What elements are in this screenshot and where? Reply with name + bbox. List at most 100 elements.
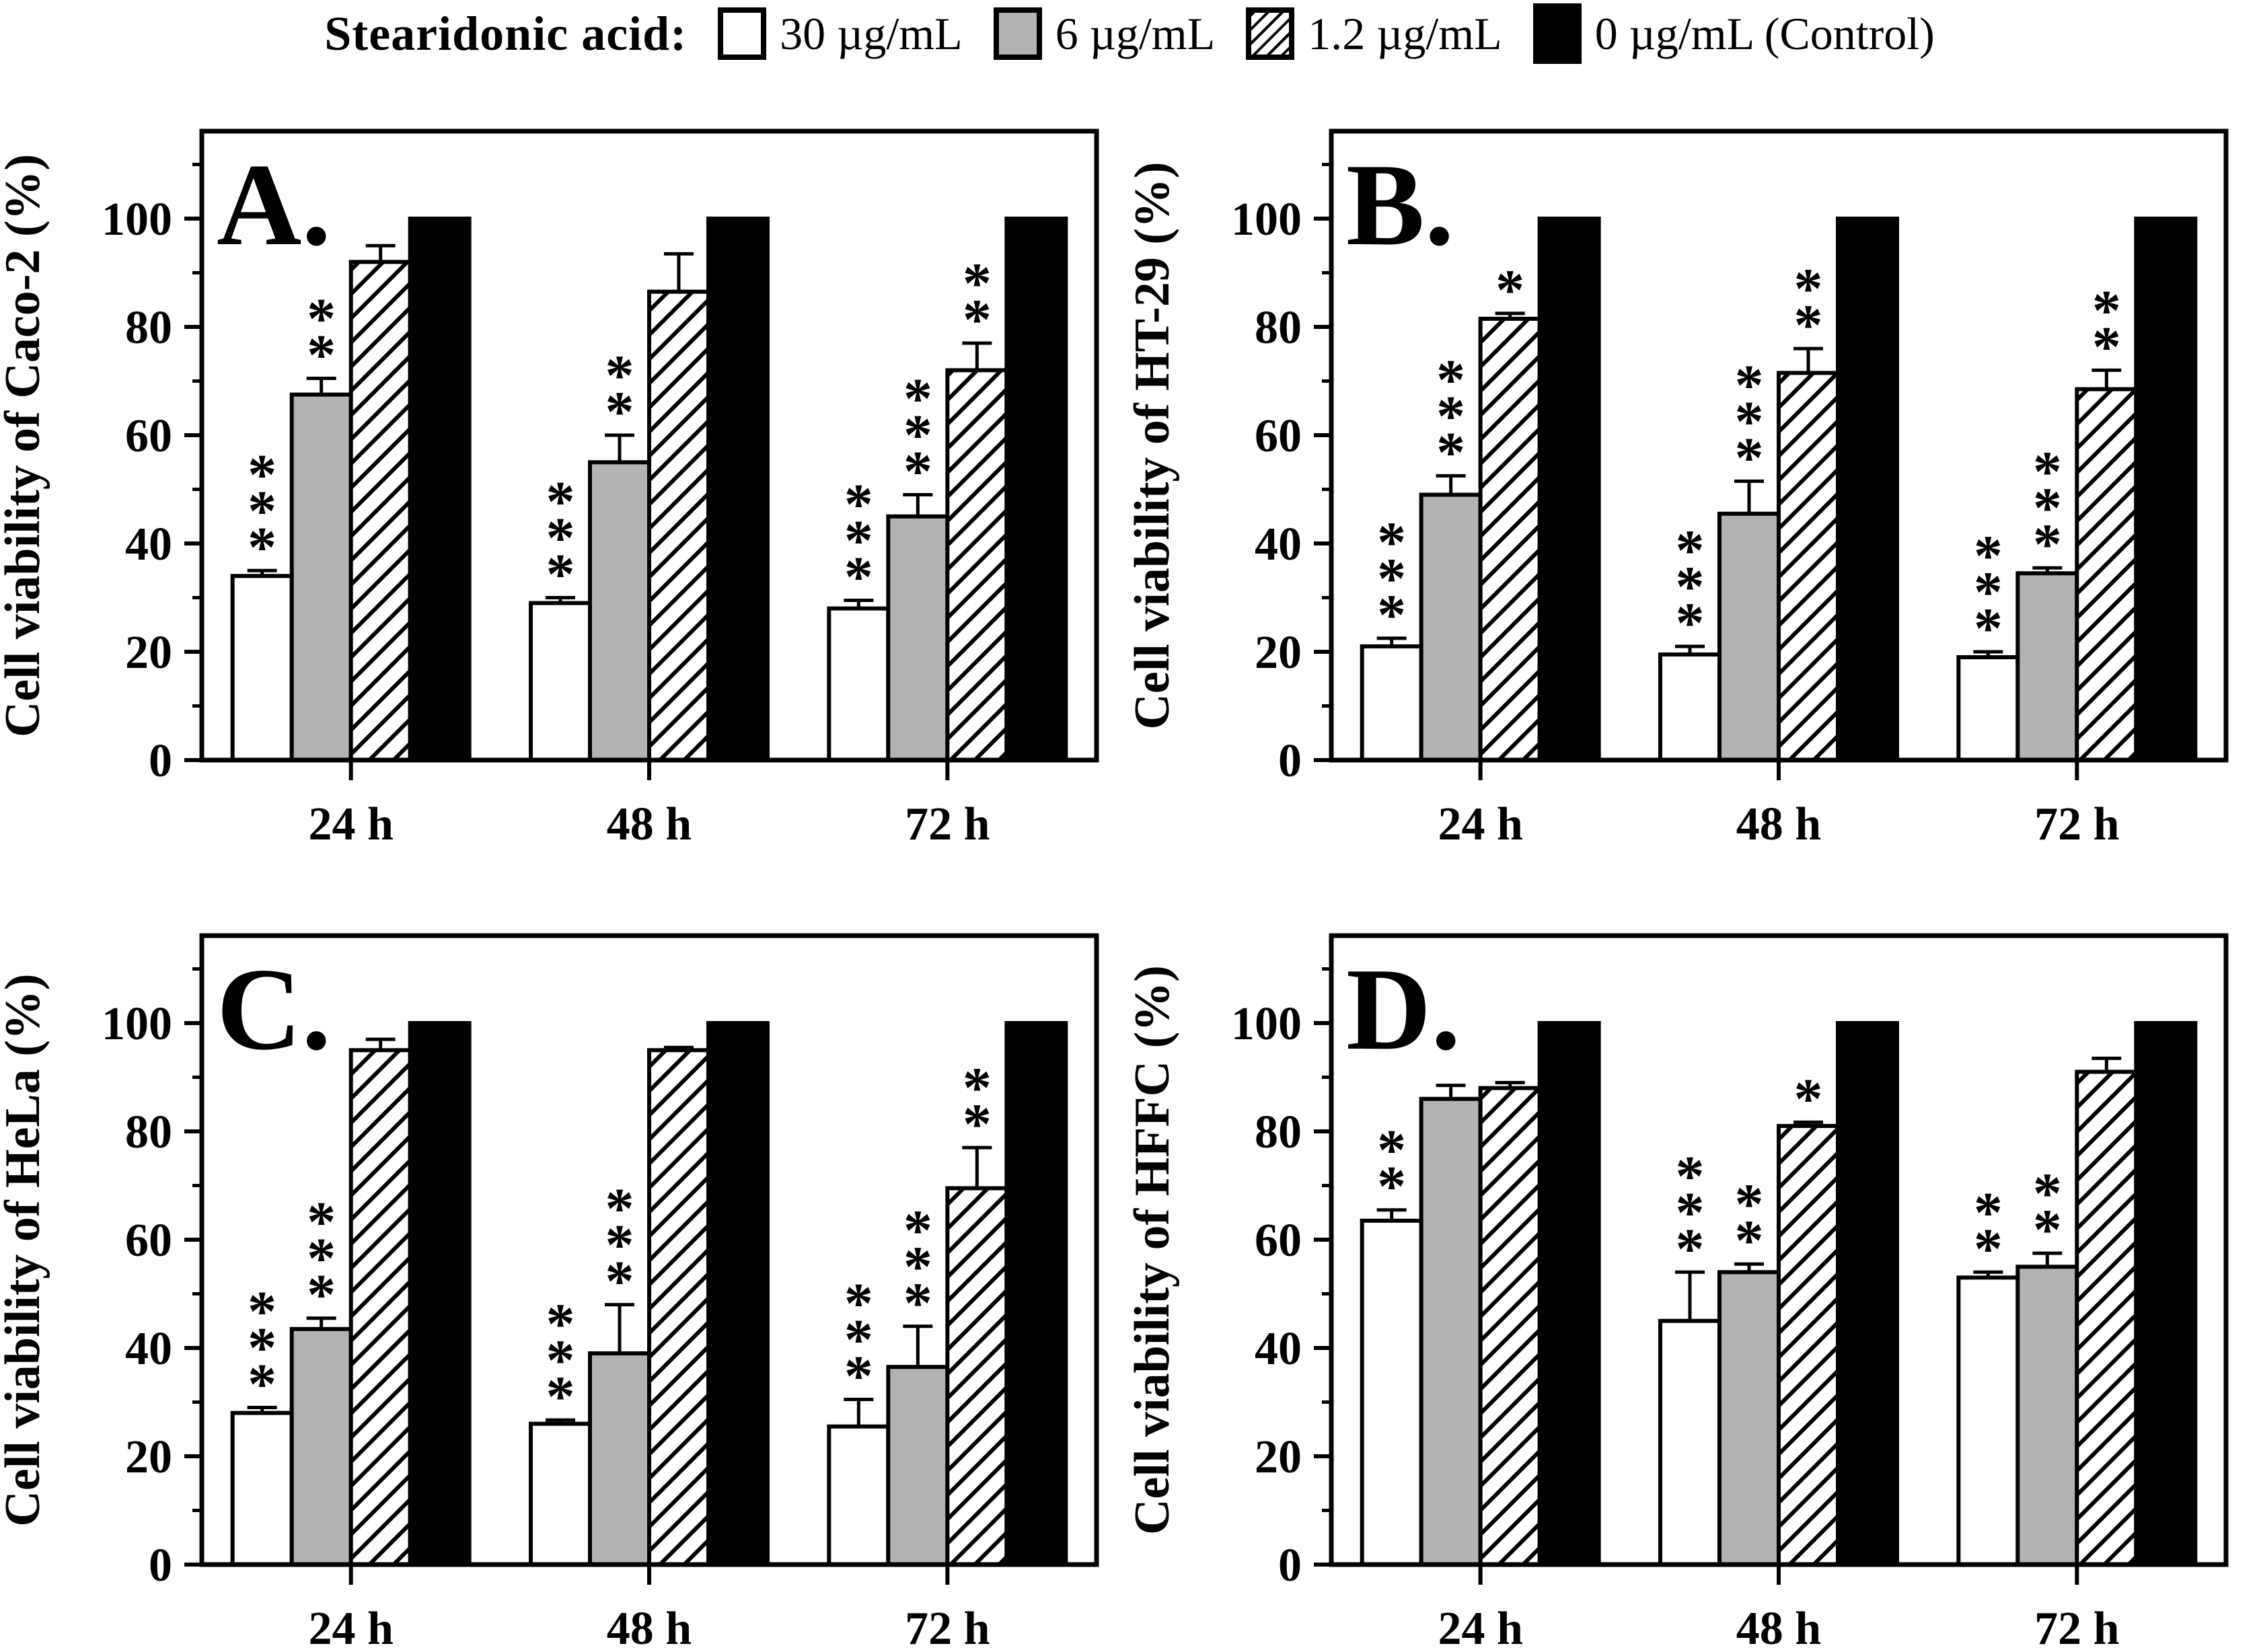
panel-letter: B. bbox=[1346, 139, 1454, 270]
bar-hatched bbox=[2075, 387, 2139, 762]
significance-asterisk: * bbox=[307, 1226, 336, 1291]
significance-asterisk: * bbox=[963, 1092, 992, 1156]
bar-gray bbox=[289, 1326, 353, 1567]
y-axis: 0 20 40 60 80 100 bbox=[1231, 967, 1331, 1591]
bar-white bbox=[1360, 1218, 1423, 1567]
y-tick-label: 100 bbox=[102, 194, 172, 246]
significance-marks: ****************** ***** bbox=[1377, 256, 2121, 661]
significance-asterisk: * bbox=[1676, 554, 1705, 619]
x-axis: 24 h 48 h 72 h bbox=[1438, 760, 2120, 848]
legend-item-label: 0 µg/mL (Control) bbox=[1594, 7, 1935, 59]
significance-asterisk: * bbox=[963, 1055, 992, 1120]
legend-swatch-hatched bbox=[1246, 7, 1295, 60]
panel-letter: D. bbox=[1346, 944, 1460, 1074]
legend-items: 30 µg/mL 6 µg/mL 1.2 µg/mL 0 µg/mL (Control… bbox=[718, 3, 1935, 64]
y-axis: 0 20 40 60 80 100 bbox=[102, 163, 202, 787]
significance-asterisk: * bbox=[248, 478, 276, 543]
legend: Stearidonic acid: 30 µg/mL 6 µg/mL 1.2 µg/… bbox=[0, 0, 2259, 67]
error-bars bbox=[247, 243, 992, 609]
significance-asterisk: * bbox=[844, 1307, 873, 1372]
bar-gray bbox=[886, 1365, 950, 1567]
significance-asterisk: * bbox=[2092, 278, 2121, 342]
bar-hatched bbox=[1777, 371, 1840, 762]
bar-gray bbox=[588, 460, 651, 762]
significance-asterisk: * bbox=[546, 470, 575, 534]
bar-hatched bbox=[348, 260, 412, 762]
significance-asterisk: * bbox=[903, 1198, 932, 1263]
bar-white bbox=[827, 606, 891, 762]
x-tick-label: 48 h bbox=[607, 798, 692, 848]
significance-asterisk: * bbox=[1377, 510, 1406, 574]
significance-asterisk: * bbox=[1974, 523, 2003, 588]
y-axis: 0 20 40 60 80 100 bbox=[102, 967, 202, 1591]
legend-item-black: 0 µg/mL (Control) bbox=[1532, 3, 1935, 64]
x-tick-label: 24 h bbox=[1438, 798, 1522, 848]
significance-asterisk: * bbox=[248, 1316, 276, 1380]
bar-white bbox=[1360, 644, 1423, 763]
bar-black bbox=[408, 1021, 472, 1567]
significance-asterisk: * bbox=[1735, 389, 1764, 453]
significance-asterisk: * bbox=[1676, 1143, 1705, 1208]
bar-gray bbox=[1717, 1270, 1781, 1567]
x-tick-label: 72 h bbox=[2034, 798, 2119, 848]
y-tick-label: 40 bbox=[1255, 1323, 1302, 1375]
x-axis: 24 h 48 h 72 h bbox=[1438, 1565, 2120, 1652]
bar-black bbox=[1004, 217, 1068, 762]
significance-asterisk: * bbox=[1676, 591, 1705, 655]
significance-asterisk: * bbox=[1794, 293, 1823, 357]
bar-black bbox=[1836, 217, 1899, 762]
y-tick-label: 0 bbox=[1278, 735, 1302, 787]
y-tick-label: 40 bbox=[1255, 519, 1302, 570]
y-tick-label: 0 bbox=[149, 735, 172, 787]
bar-hatched bbox=[1777, 1123, 1840, 1567]
significance-asterisk: * bbox=[1377, 546, 1406, 611]
bars-group bbox=[1360, 1021, 2198, 1567]
y-tick-label: 40 bbox=[125, 519, 172, 570]
significance-asterisk: * bbox=[1495, 258, 1524, 322]
significance-asterisk: * bbox=[1436, 420, 1465, 484]
significance-asterisk: * bbox=[605, 379, 634, 444]
legend-item-label: 1.2 µg/mL bbox=[1308, 7, 1502, 59]
y-tick-label: 0 bbox=[1278, 1540, 1302, 1591]
significance-asterisk: * bbox=[248, 442, 276, 506]
significance-asterisk: * bbox=[307, 286, 336, 350]
legend-swatch-white bbox=[718, 7, 767, 60]
significance-asterisk: * bbox=[844, 509, 873, 573]
bar-hatched bbox=[647, 289, 710, 762]
significance-asterisk: * bbox=[546, 1364, 575, 1429]
bar-hatched bbox=[2075, 1069, 2139, 1567]
error-bars bbox=[1376, 1056, 2122, 1321]
bar-gray bbox=[1717, 511, 1781, 762]
significance-asterisk: * bbox=[248, 1352, 276, 1417]
panel-letter: C. bbox=[217, 944, 331, 1074]
significance-asterisk: * bbox=[903, 367, 932, 431]
bar-white bbox=[230, 574, 294, 762]
bar-gray bbox=[886, 514, 950, 762]
bars-group bbox=[230, 1021, 1068, 1567]
bar-white bbox=[529, 601, 592, 762]
significance-asterisk: * bbox=[1676, 518, 1705, 583]
significance-asterisk: * bbox=[2033, 476, 2062, 540]
significance-marks: *** ************ ***** bbox=[248, 1055, 992, 1429]
y-tick-label: 40 bbox=[125, 1323, 172, 1375]
y-tick-label: 100 bbox=[1231, 998, 1302, 1050]
bar-white bbox=[1956, 1275, 2020, 1567]
significance-asterisk: * bbox=[1974, 596, 2003, 661]
significance-asterisk: * bbox=[1436, 383, 1465, 448]
x-tick-label: 24 h bbox=[308, 798, 393, 848]
y-tick-label: 20 bbox=[1255, 627, 1302, 679]
legend-item-label: 30 µg/mL bbox=[780, 7, 963, 59]
y-tick-label: 60 bbox=[1255, 410, 1302, 462]
y-tick-label: 100 bbox=[1231, 194, 1302, 246]
significance-asterisk: * bbox=[546, 1291, 575, 1356]
bar-black bbox=[706, 1021, 770, 1567]
y-tick-label: 20 bbox=[125, 1431, 172, 1483]
significance-asterisk: * bbox=[546, 1328, 575, 1392]
significance-asterisk: * bbox=[307, 1190, 336, 1254]
significance-asterisk: * bbox=[2033, 1161, 2062, 1226]
y-tick-label: 0 bbox=[149, 1540, 172, 1591]
significance-asterisk: * bbox=[605, 343, 634, 408]
y-tick-label: 80 bbox=[1255, 1106, 1302, 1158]
legend-item-hatched: 1.2 µg/mL bbox=[1246, 7, 1502, 61]
